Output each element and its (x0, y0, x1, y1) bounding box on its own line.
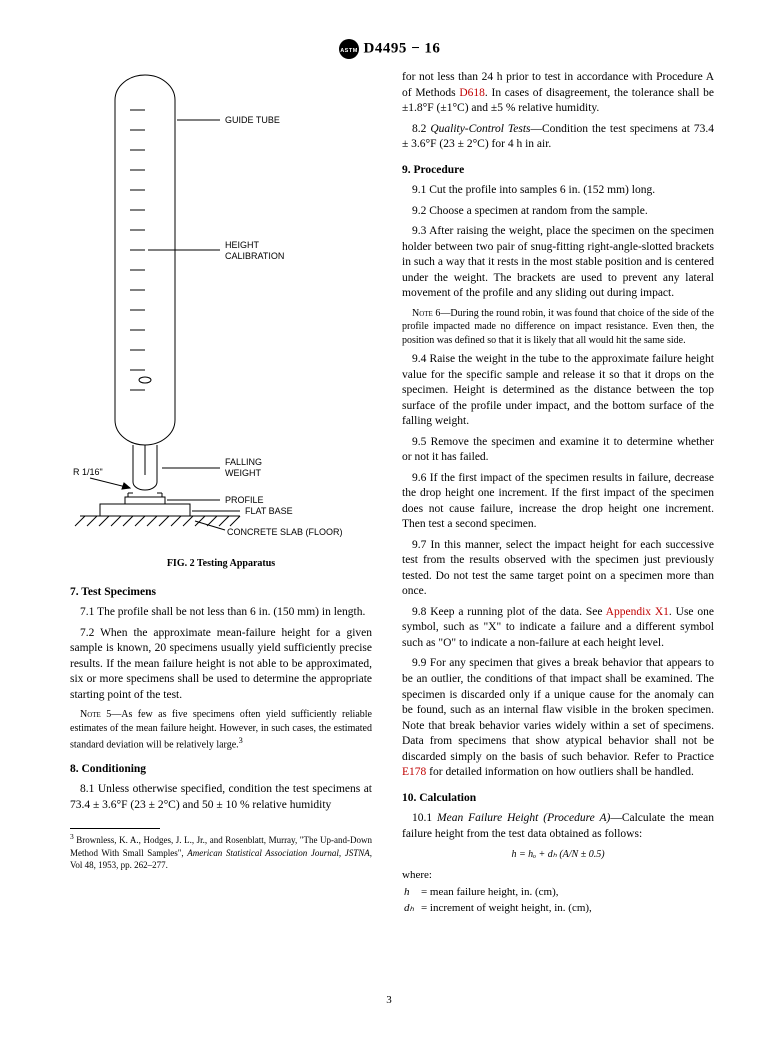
page-header: ASTM D4495 − 16 (0, 38, 778, 60)
right-column: for not less than 24 h prior to test in … (402, 70, 714, 918)
label-radius: R 1/16" (73, 467, 103, 477)
label-height-cal-2: CALIBRATION (225, 251, 284, 261)
para-9-7: 9.7 In this manner, select the impact he… (402, 538, 714, 600)
def-h-sym: h (404, 886, 410, 898)
where-label: where: (402, 868, 714, 883)
def-dh-sym: dₕ (404, 902, 414, 914)
note-6-label: Note 6— (412, 308, 450, 319)
formula-10-1: h = hₒ + dₕ (A/N ± 0.5) (402, 848, 714, 862)
para-8-1-cont: for not less than 24 h prior to test in … (402, 70, 714, 117)
label-falling-1: FALLING (225, 457, 262, 467)
p101-label: Mean Failure Height (Procedure A) (437, 812, 610, 824)
para-9-2: 9.2 Choose a specimen at random from the… (402, 204, 714, 220)
astm-logo-icon: ASTM (338, 38, 360, 60)
label-concrete: CONCRETE SLAB (FLOOR) (227, 527, 343, 537)
footnote-separator (70, 828, 160, 829)
p99-a: 9.9 For any specimen that gives a break … (402, 657, 714, 762)
para-8-1: 8.1 Unless otherwise specified, conditio… (70, 782, 372, 813)
section-9-head: 9. Procedure (402, 163, 714, 179)
p82-label: Quality-Control Tests (430, 123, 530, 135)
para-9-6: 9.6 If the first impact of the specimen … (402, 471, 714, 533)
page-number: 3 (0, 993, 778, 1008)
def-row-dh: dₕ = increment of weight height, in. (cm… (404, 901, 597, 916)
link-appendix-x1[interactable]: Appendix X1 (606, 606, 669, 618)
definitions-table: h = mean failure height, in. (cm), dₕ = … (402, 883, 599, 919)
p99-b: for detailed information on how outliers… (426, 766, 694, 778)
p101-num: 10.1 (412, 812, 437, 824)
figure-2: GUIDE TUBE HEIGHT CALIBRATION FALLING WE… (70, 70, 372, 571)
para-9-1: 9.1 Cut the profile into samples 6 in. (… (402, 183, 714, 199)
para-8-2: 8.2 Quality-Control Tests—Condition the … (402, 122, 714, 153)
def-dh-text: = increment of weight height, in. (cm), (421, 901, 597, 916)
section-7-head: 7. Test Specimens (70, 585, 372, 601)
def-h-text: = mean failure height, in. (cm), (421, 885, 597, 900)
section-8-head: 8. Conditioning (70, 762, 372, 778)
label-flat-base: FLAT BASE (245, 506, 293, 516)
para-9-3: 9.3 After raising the weight, place the … (402, 224, 714, 302)
para-9-8: 9.8 Keep a running plot of the data. See… (402, 605, 714, 652)
left-column: GUIDE TUBE HEIGHT CALIBRATION FALLING WE… (70, 70, 372, 871)
svg-text:ASTM: ASTM (340, 48, 358, 54)
link-d618[interactable]: D618 (459, 87, 485, 99)
p82-num: 8.2 (412, 123, 430, 135)
para-7-1: 7.1 The profile shall be not less than 6… (70, 605, 372, 621)
note-5-sup: 3 (239, 736, 243, 745)
note-5: Note 5—As few as five specimens often yi… (70, 708, 372, 752)
label-falling-2: WEIGHT (225, 468, 261, 478)
label-guide-tube: GUIDE TUBE (225, 115, 280, 125)
section-10-head: 10. Calculation (402, 791, 714, 807)
p98-a: 9.8 Keep a running plot of the data. See (412, 606, 606, 618)
para-10-1: 10.1 Mean Failure Height (Procedure A)—C… (402, 811, 714, 842)
label-profile: PROFILE (225, 495, 264, 505)
footnote-3: 3 Brownless, K. A., Hodges, J. L., Jr., … (70, 832, 372, 870)
para-9-9: 9.9 For any specimen that gives a break … (402, 656, 714, 780)
link-e178[interactable]: E178 (402, 766, 426, 778)
footnote-ital: American Statistical Association Journal… (187, 848, 369, 858)
designation-title: D4495 − 16 (364, 40, 441, 56)
note-5-label: Note 5— (80, 709, 121, 720)
note-6: Note 6—During the round robin, it was fo… (402, 307, 714, 348)
figure-caption: FIG. 2 Testing Apparatus (70, 557, 372, 571)
para-9-4: 9.4 Raise the weight in the tube to the … (402, 352, 714, 430)
def-row-h: h = mean failure height, in. (cm), (404, 885, 597, 900)
label-height-cal-1: HEIGHT (225, 240, 260, 250)
para-7-2: 7.2 When the approximate mean-failure he… (70, 626, 372, 704)
para-9-5: 9.5 Remove the specimen and examine it t… (402, 435, 714, 466)
